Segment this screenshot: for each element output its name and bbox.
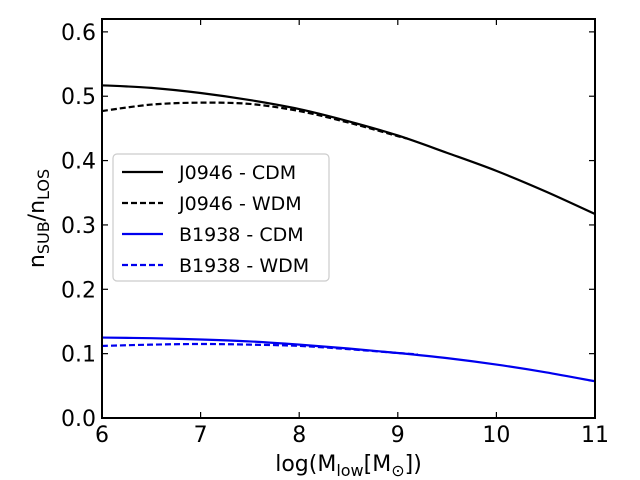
y-axis-label: nSUB/nLOS [25, 169, 53, 268]
plot-frame [101, 18, 596, 419]
y-tick-label: 0.5 [61, 85, 96, 110]
legend-label: J0946 - CDM [178, 162, 296, 184]
legend-label: B1938 - WDM [179, 255, 309, 277]
series-line-j0946-cdm [101, 84, 596, 216]
y-tick-label: 0.1 [61, 343, 96, 368]
y-tick-label: 0.6 [61, 21, 96, 46]
series-line-b1938-wdm [101, 342, 418, 356]
x-tick-label: 10 [482, 423, 510, 448]
x-tick-label: 8 [292, 423, 306, 448]
series-line-j0946-wdm [101, 101, 408, 140]
y-tick-label: 0.3 [61, 214, 96, 239]
y-tick-label: 0.4 [61, 150, 96, 175]
legend-label: B1938 - CDM [179, 224, 304, 246]
ticks-layer: 6 7 8 9 10 11 0.0 0.1 0.2 0.3 0.4 0.5 0.6 [61, 19, 609, 448]
legend-box [112, 153, 330, 282]
x-tick-label: 9 [391, 423, 405, 448]
y-tick-label: 0.2 [61, 278, 96, 303]
legend-label: J0946 - WDM [178, 193, 302, 215]
x-tick-label: 6 [95, 423, 109, 448]
series-layer [101, 84, 596, 383]
x-axis-label: log(Mlow[M⊙]) [275, 452, 422, 480]
y-tick-label: 0.0 [61, 407, 96, 432]
x-tick-label: 11 [581, 423, 609, 448]
legend: J0946 - CDM J0946 - WDM B1938 - CDM B1938 -… [112, 153, 330, 282]
x-tick-label: 7 [194, 423, 208, 448]
